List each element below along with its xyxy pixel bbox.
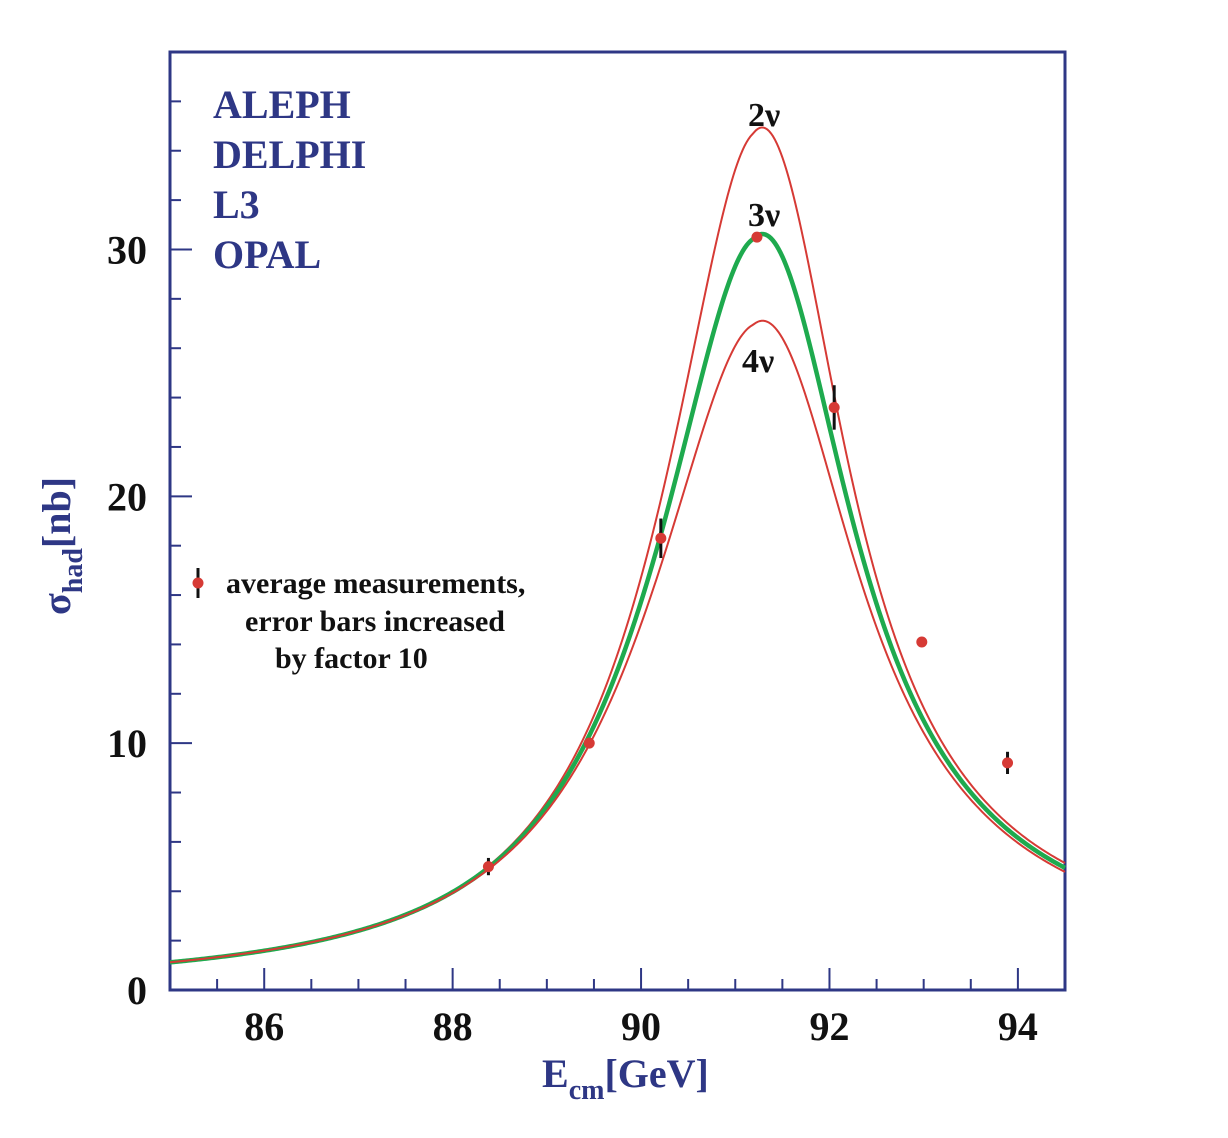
x-tick-label: 86 (244, 1004, 284, 1049)
y-axis-label-sub: had (58, 548, 89, 594)
measurement-points (482, 231, 1014, 876)
measurement (916, 636, 928, 648)
curve-labels: 2ν 3ν 4ν (742, 97, 780, 380)
y-tick-label: 0 (127, 968, 147, 1013)
measurement (751, 231, 763, 243)
x-axis-label-sub: cm (569, 1075, 605, 1106)
data-point (828, 401, 840, 413)
measurement (1002, 751, 1014, 775)
measurement (583, 737, 595, 749)
curves (169, 126, 1067, 965)
axis-ticks (169, 51, 1066, 991)
legend: average measurements, error bars increas… (192, 567, 525, 675)
x-tick-label: 92 (809, 1004, 849, 1049)
data-point (1002, 757, 1014, 769)
plot-frame (168, 50, 1067, 992)
measurement (828, 385, 840, 430)
curve-label-4nu: 4ν (742, 343, 774, 380)
y-axis-label-main: σ (34, 593, 79, 615)
legend-marker (192, 577, 204, 589)
experiment-list: ALEPH DELPHI L3 OPAL (213, 82, 366, 277)
legend-line: error bars increased (245, 605, 505, 638)
experiment-label: OPAL (213, 232, 321, 277)
x-axis-label-unit: [GeV] (604, 1051, 708, 1096)
data-point (482, 861, 494, 873)
x-tick-label: 94 (998, 1004, 1038, 1049)
y-tick-label: 30 (107, 227, 147, 272)
y-tick-label: 10 (107, 721, 147, 766)
experiment-label: DELPHI (213, 132, 366, 177)
data-point (655, 532, 667, 544)
data-point (583, 737, 595, 749)
legend-line: average measurements, (226, 567, 525, 600)
y-axis-label: σhad[nb] (34, 477, 89, 615)
x-tick-label: 88 (433, 1004, 473, 1049)
curve-label-2nu: 2ν (748, 97, 780, 134)
curve-4nu (169, 319, 1066, 964)
legend-line: by factor 10 (275, 642, 428, 675)
y-axis-label-unit: [nb] (34, 477, 79, 548)
axis-tick-labels: 86 88 90 92 94 0 10 20 30 (107, 227, 1038, 1049)
measurement (482, 857, 494, 876)
x-axis-label: Ecm[GeV] (542, 1051, 709, 1106)
x-axis-label-main: E (542, 1051, 569, 1096)
experiment-label: L3 (213, 182, 260, 227)
y-tick-label: 20 (107, 474, 147, 519)
x-tick-label: 90 (621, 1004, 661, 1049)
data-point (751, 231, 763, 243)
experiment-label: ALEPH (213, 82, 351, 127)
data-point (916, 636, 928, 648)
curve-label-3nu: 3ν (748, 197, 780, 234)
measurement (655, 518, 667, 559)
